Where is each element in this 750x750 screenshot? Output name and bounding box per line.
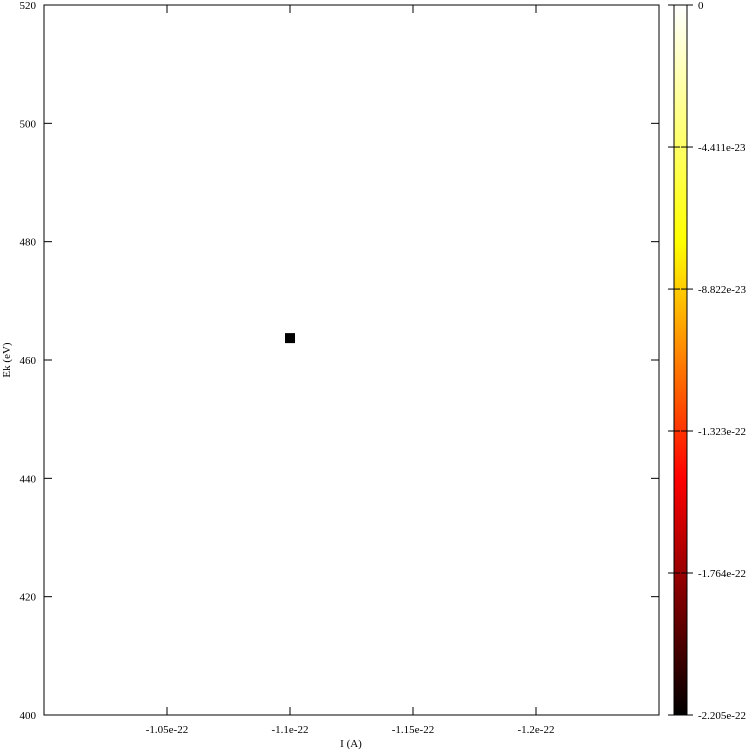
y-tick-label: 500 — [20, 118, 37, 130]
y-tick-label: 400 — [20, 710, 37, 722]
x-tick-label: -1.1e-22 — [272, 724, 309, 736]
y-tick-label: 420 — [20, 592, 37, 604]
colorbar-tick-label: -4.411e-23 — [698, 142, 746, 154]
colorbar-tick-label: -1.323e-22 — [698, 426, 746, 438]
plot-area — [43, 4, 660, 716]
x-axis: -1.05e-22 -1.1e-22 -1.15e-22 -1.2e-22 — [146, 5, 555, 736]
y-tick-label: 440 — [20, 473, 37, 485]
data-points — [285, 333, 295, 344]
colorbar-tick-label: -1.764e-22 — [698, 568, 746, 580]
colorbar-tick-label: 0 — [698, 0, 704, 12]
x-tick-label: -1.2e-22 — [518, 724, 555, 736]
x-tick-label: -1.15e-22 — [392, 724, 434, 736]
data-point — [285, 333, 295, 344]
y-tick-label: 520 — [20, 0, 37, 12]
colorbar-tick-label: -2.205e-22 — [698, 710, 746, 722]
x-axis-label: I (A) — [340, 738, 362, 750]
y-axis: 400 420 440 460 480 500 520 — [20, 0, 659, 722]
y-tick-label: 460 — [20, 355, 37, 367]
y-axis-label: Ek (eV) — [1, 342, 13, 377]
colorbar-tick-label: -8.822e-23 — [698, 284, 746, 296]
colorbar — [673, 4, 688, 716]
y-tick-label: 480 — [20, 237, 37, 249]
x-tick-label: -1.05e-22 — [146, 724, 188, 736]
colorbar-axis: 0 -4.411e-23 -8.822e-23 -1.323e-22 -1.764e-2… — [668, 0, 746, 722]
